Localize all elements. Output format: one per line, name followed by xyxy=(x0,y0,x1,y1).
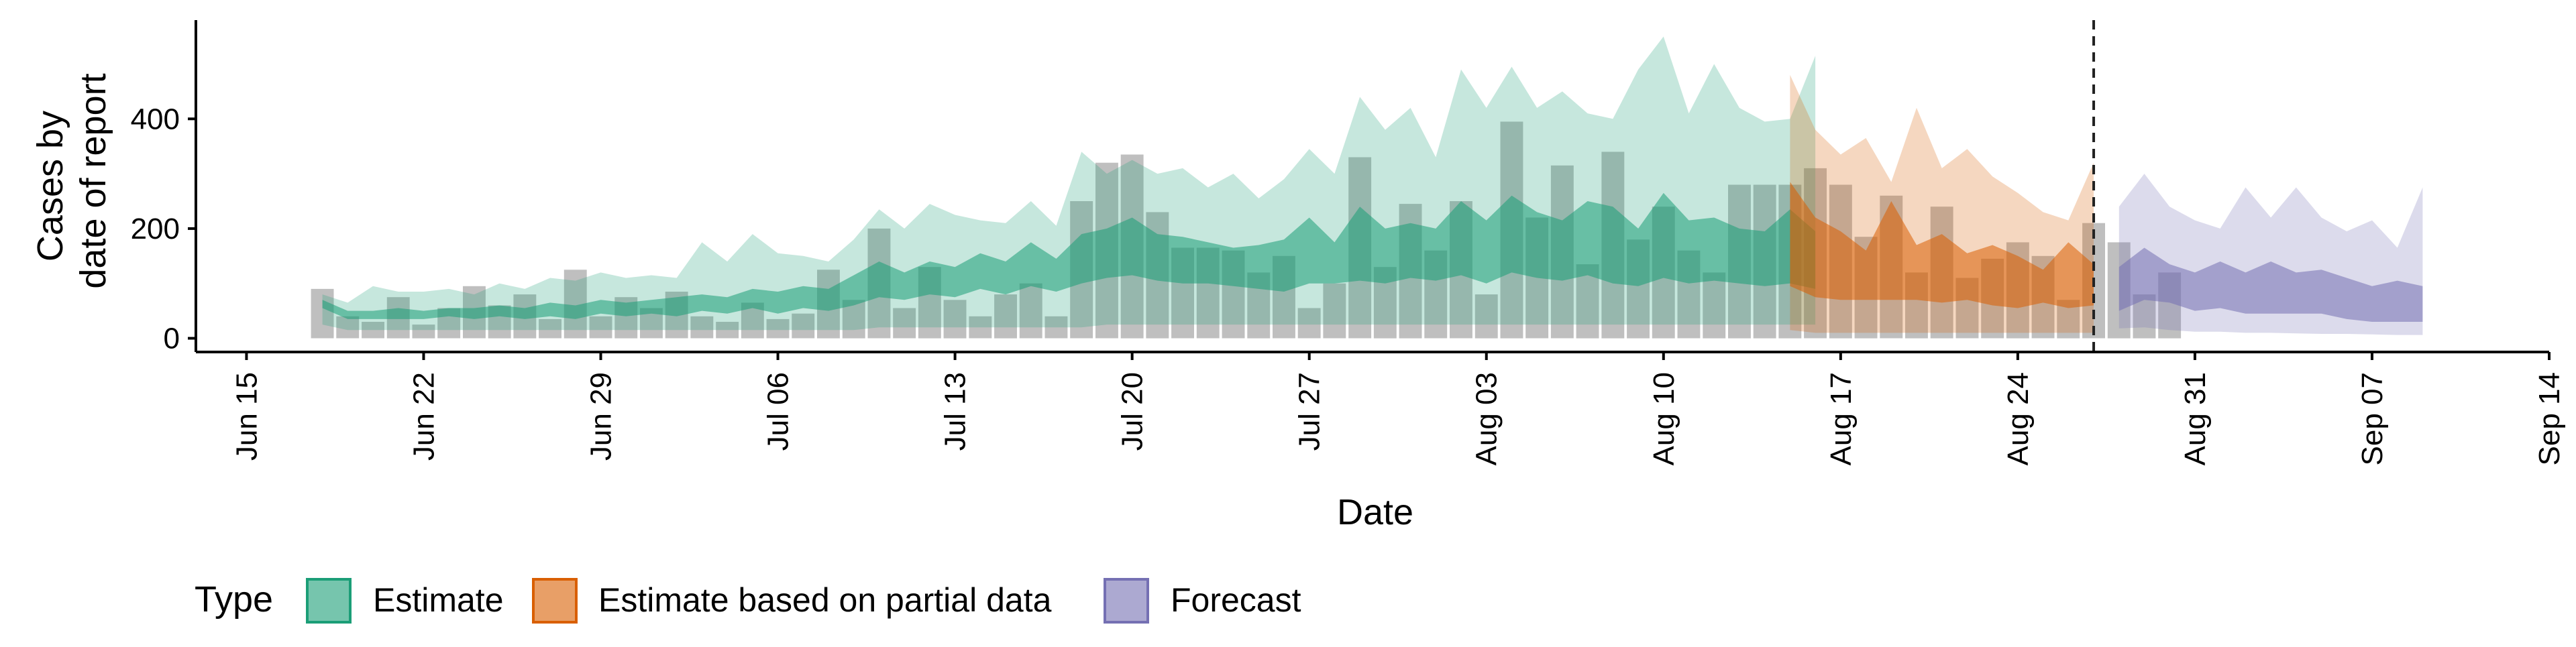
reported-cases-bar xyxy=(1323,283,1346,339)
legend-label-estimate: Estimate xyxy=(373,581,504,619)
y-axis-title-line-1: Cases by xyxy=(30,111,70,261)
forecast-band-50 xyxy=(2118,247,2423,322)
legend: Type Estimate Estimate based on partial … xyxy=(195,578,1301,624)
axes xyxy=(195,20,2549,353)
legend-label-partial: Estimate based on partial data xyxy=(598,581,1052,619)
legend-title: Type xyxy=(195,579,273,620)
y-tick-label: 200 xyxy=(131,213,180,245)
reported-cases-bar xyxy=(792,313,815,339)
x-tick-label: Aug 10 xyxy=(1648,372,1680,465)
reported-cases-bar xyxy=(969,316,992,339)
x-tick-label: Jun 29 xyxy=(585,372,618,461)
x-axis-title: Date xyxy=(1337,492,1413,532)
reported-cases-bar xyxy=(893,308,916,339)
legend-swatch-forecast xyxy=(1104,578,1149,624)
x-tick-label: Jul 13 xyxy=(939,372,972,451)
reported-cases-bar xyxy=(994,294,1017,339)
x-tick-label: Aug 31 xyxy=(2179,372,2212,465)
reported-cases-bar xyxy=(1044,316,1068,339)
x-tick-label: Aug 17 xyxy=(1825,372,1858,465)
reported-cases-bar xyxy=(311,288,334,339)
reported-cases-bar xyxy=(690,316,714,339)
y-tick-label: 400 xyxy=(131,103,180,135)
x-tick-label: Jun 22 xyxy=(408,372,441,461)
estimate-band-50 xyxy=(322,192,1816,319)
x-tick-label: Sep 14 xyxy=(2533,372,2566,465)
legend-swatch-estimate xyxy=(306,578,352,624)
x-tick-label: Jun 15 xyxy=(230,372,263,461)
estimate-bands xyxy=(322,36,2423,335)
x-tick-label: Jul 20 xyxy=(1116,372,1149,451)
reported-cases-bar xyxy=(362,322,384,339)
x-tick-label: Jul 06 xyxy=(762,372,795,451)
estimate-based-on-partial-data-band-50 xyxy=(1790,182,2094,308)
legend-swatch-partial xyxy=(532,578,578,624)
y-axis-ticks: 0 200 400 xyxy=(131,103,196,355)
reported-cases-bar xyxy=(539,318,561,339)
x-tick-label: Sep 07 xyxy=(2356,372,2389,465)
reported-cases-bar xyxy=(766,318,790,339)
reported-cases-bar xyxy=(716,322,739,339)
x-tick-label: Aug 24 xyxy=(2002,372,2035,465)
y-axis-title-line-2: date of report xyxy=(73,73,113,288)
x-axis-ticks: Jun 15 Jun 22 Jun 29 Jul 06 Jul 13 Jul 20 Jul … xyxy=(230,352,2566,465)
reported-cases-bar xyxy=(1019,283,1042,339)
y-tick-label: 0 xyxy=(164,322,180,355)
reported-cases-bar xyxy=(1474,294,1498,339)
reported-cases-bar xyxy=(1297,308,1321,339)
reported-cases-bar xyxy=(1703,272,1726,339)
reported-cases-bar xyxy=(943,300,967,339)
reported-cases-bar xyxy=(589,316,612,339)
x-tick-label: Aug 03 xyxy=(1470,372,1503,465)
y-axis-title: Cases by date of report xyxy=(30,73,113,288)
legend-label-forecast: Forecast xyxy=(1171,581,1301,619)
reported-cases-bar xyxy=(412,325,435,339)
x-tick-label: Jul 27 xyxy=(1293,372,1326,451)
reported-cases-bar xyxy=(336,316,360,339)
